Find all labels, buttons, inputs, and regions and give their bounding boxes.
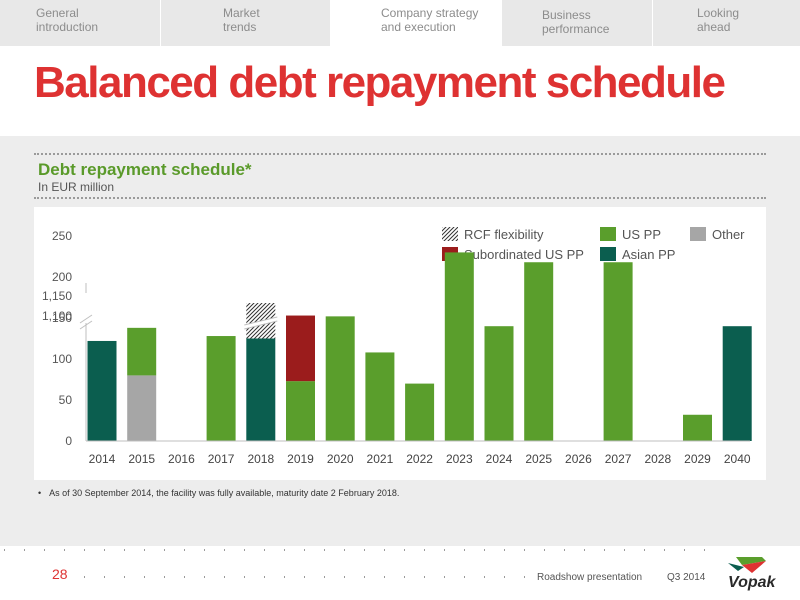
period-label: Q3 2014 [667,572,706,583]
y-tick-label: 250 [52,229,72,243]
bar-us-pp-2027 [603,262,633,441]
legend-swatch [600,247,616,261]
bar-other-2015 [127,375,157,441]
logo-text: Vopak [728,574,777,591]
y-tick-label: 100 [52,352,72,366]
x-tick-label: 2025 [525,452,552,466]
footnote-text: As of 30 September 2014, the facility wa… [49,488,400,498]
unit-label: In EUR million [38,180,115,194]
tab-business-performance[interactable]: Business performance [502,0,653,46]
x-tick-label: 2018 [247,452,274,466]
bar-asian-pp-2018 [246,338,276,441]
legend-label: US PP [622,227,661,242]
axis-break-mark [79,320,93,330]
divider-top [34,153,766,155]
tab-label: Company strategy and execution [381,6,479,34]
x-tick-label: 2027 [605,452,632,466]
y-tick-label: 150 [52,311,72,325]
chart-subtitle: Debt repayment schedule* [38,160,252,179]
section-nav: General introduction Market trends Compa… [0,0,800,46]
bar-us-pp-2023 [444,252,474,441]
legend-swatch [442,227,458,241]
x-tick-label: 2029 [684,452,711,466]
y-tick-label: 0 [65,434,72,448]
footer-dots-top [4,549,720,551]
legend-swatch [600,227,616,241]
bar-asian-pp-2014 [87,340,117,441]
legend-label: RCF flexibility [464,227,544,242]
tab-label: Business performance [542,8,610,36]
x-tick-label: 2017 [208,452,235,466]
x-tick-label: 2015 [128,452,155,466]
y-tick-label: 1,100 [42,309,72,323]
y-tick-label: 1,150 [42,289,72,303]
x-tick-label: 2024 [486,452,513,466]
footnote: • As of 30 September 2014, the facility w… [38,488,399,498]
bar-break-line [244,320,278,330]
page-title: Balanced debt repayment schedule [34,58,726,107]
x-tick-label: 2028 [644,452,671,466]
tab-label: Looking ahead [697,6,740,34]
bars [87,252,752,441]
x-tick-label: 2022 [406,452,433,466]
tab-market-trends[interactable]: Market trends [161,0,331,46]
bar-us-pp-2020 [325,316,355,441]
legend-label: Subordinated US PP [464,247,584,262]
legend-swatch [690,227,706,241]
tab-company-strategy[interactable]: Company strategy and execution [331,0,502,46]
bar-us-pp-2029 [683,414,712,441]
x-tick-label: 2023 [446,452,473,466]
bar-break-line [244,316,278,326]
y-tick-label: 50 [59,393,73,407]
chart-area: RCF flexibility US PP Other Subordinated US… [34,207,766,480]
bar-us-pp-2019 [286,381,315,441]
bar-us-pp-2022 [405,383,435,441]
bar-us-pp-2024 [484,326,514,441]
footnote-bullet: • [38,488,42,498]
x-tick-label: 2040 [724,452,751,466]
legend-label: Other [712,227,745,242]
bar-us-pp-2017 [206,336,236,441]
x-tick-label: 2019 [287,452,314,466]
tab-label: General introduction [36,6,99,34]
y-axis: 0 50 100 150 200 250 1,100 1,150 [42,229,93,448]
page-number: 28 [52,566,68,582]
x-axis: 2014 2015 2016 2017 2018 2019 2020 2021 2022 2023… [86,440,751,466]
tab-looking-ahead[interactable]: Looking ahead [653,0,800,46]
legend-label: Asian PP [622,247,675,262]
x-tick-label: 2026 [565,452,592,466]
chart-legend: RCF flexibility US PP Other Subordinated US… [442,227,745,262]
x-tick-label: 2014 [89,452,116,466]
vopak-logo: Vopak [728,557,777,591]
bar-us-pp-2021 [365,352,395,441]
y-tick-label: 200 [52,270,72,284]
x-tick-label: 2021 [367,452,394,466]
footer [0,546,800,600]
divider-bottom [34,197,766,199]
bar-us-pp-2025 [524,262,554,441]
x-tick-label: 2016 [168,452,195,466]
tab-general-introduction[interactable]: General introduction [0,0,161,46]
x-tick-label: 2020 [327,452,354,466]
tab-label: Market trends [223,6,260,34]
bar-subordinated-us-pp-2019 [286,315,315,382]
bar-break-gap [244,317,278,329]
bar-asian-pp-2040 [722,326,752,441]
bar-us-pp-2015 [127,327,157,376]
presentation-name: Roadshow presentation [537,572,643,583]
axis-break-mark [79,314,93,324]
debt-repayment-chart: RCF flexibility US PP Other Subordinated US… [42,227,752,466]
